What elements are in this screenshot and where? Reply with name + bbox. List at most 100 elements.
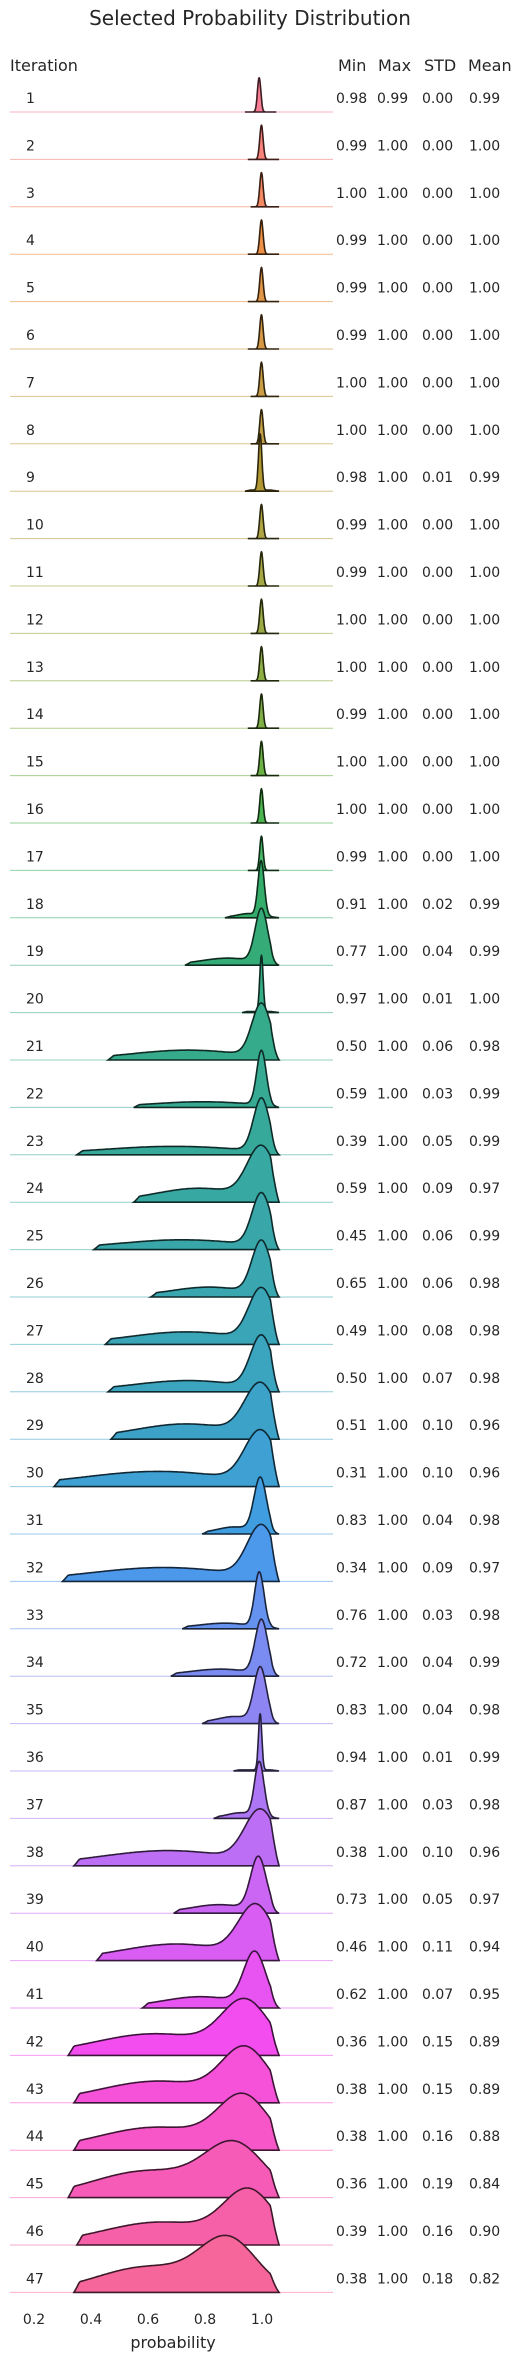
ridge-density — [66, 2139, 281, 2199]
std-value: 0.09 — [422, 1560, 453, 1576]
ridge-density — [247, 219, 280, 255]
max-value: 1.00 — [377, 565, 408, 581]
ridge-density — [170, 1618, 280, 1677]
iteration-label: 37 — [26, 1797, 44, 1813]
x-tick-label: 0.8 — [194, 2312, 216, 2328]
min-value: 1.00 — [336, 186, 367, 202]
iteration-label: 10 — [26, 518, 44, 534]
iteration-label: 42 — [26, 2034, 44, 2050]
iteration-label: 32 — [26, 1560, 44, 1576]
std-value: 0.10 — [422, 1466, 453, 1482]
mean-value: 0.95 — [469, 1987, 500, 2003]
iteration-label: 2 — [26, 138, 35, 154]
header-max: Max — [378, 56, 411, 75]
min-value: 0.99 — [336, 849, 367, 865]
mean-value: 0.82 — [469, 2271, 500, 2287]
mean-value: 1.00 — [469, 186, 500, 202]
std-value: 0.00 — [422, 328, 453, 344]
std-value: 0.05 — [422, 1892, 453, 1908]
iteration-label: 28 — [26, 1371, 44, 1387]
max-value: 1.00 — [377, 897, 408, 913]
max-value: 1.00 — [377, 138, 408, 154]
mean-value: 1.00 — [469, 138, 500, 154]
mean-value: 0.94 — [469, 1940, 500, 1956]
min-value: 0.72 — [336, 1655, 367, 1671]
iteration-label: 1 — [26, 91, 35, 107]
iteration-label: 31 — [26, 1513, 44, 1529]
iteration-label: 26 — [26, 1276, 44, 1292]
mean-value: 0.98 — [469, 1513, 500, 1529]
mean-value: 0.99 — [469, 944, 500, 960]
min-value: 0.59 — [336, 1086, 367, 1102]
std-value: 0.00 — [422, 375, 453, 391]
max-value: 1.00 — [377, 849, 408, 865]
max-value: 1.00 — [377, 2129, 408, 2145]
max-value: 1.00 — [377, 612, 408, 628]
mean-value: 0.98 — [469, 1276, 500, 1292]
std-value: 0.00 — [422, 660, 453, 676]
min-value: 0.38 — [336, 2082, 367, 2098]
std-value: 0.16 — [422, 2224, 453, 2240]
mean-value: 1.00 — [469, 565, 500, 581]
std-value: 0.00 — [422, 186, 453, 202]
std-value: 0.00 — [422, 518, 453, 534]
mean-value: 0.98 — [469, 1797, 500, 1813]
std-value: 0.16 — [422, 2129, 453, 2145]
iteration-label: 45 — [26, 2177, 44, 2193]
ridge-density — [131, 1144, 281, 1203]
max-value: 1.00 — [377, 1418, 408, 1434]
max-value: 1.00 — [377, 707, 408, 723]
ridge-density — [244, 433, 280, 492]
iteration-label: 14 — [26, 707, 44, 723]
mean-value: 0.89 — [469, 2034, 500, 2050]
iteration-label: 35 — [26, 1703, 44, 1719]
mean-value: 0.98 — [469, 1703, 500, 1719]
std-value: 0.00 — [422, 423, 453, 439]
max-value: 1.00 — [377, 1797, 408, 1813]
ridge-density — [181, 1570, 280, 1630]
rows-group: 1 0.98 0.99 0.00 0.99 2 0.99 1.00 0.00 1.00 3 1.00 1… — [26, 91, 500, 2287]
std-value: 0.00 — [422, 612, 453, 628]
mean-value: 1.00 — [469, 328, 500, 344]
iteration-label: 29 — [26, 1418, 44, 1434]
mean-value: 1.00 — [469, 423, 500, 439]
mean-value: 0.96 — [469, 1418, 500, 1434]
ridge-density — [250, 408, 280, 445]
max-value: 1.00 — [377, 1466, 408, 1482]
min-value: 0.98 — [336, 470, 367, 486]
min-value: 0.50 — [336, 1371, 367, 1387]
ridge-density — [250, 787, 280, 824]
iteration-label: 44 — [26, 2129, 44, 2145]
max-value: 1.00 — [377, 1987, 408, 2003]
max-value: 1.00 — [377, 992, 408, 1008]
std-value: 0.06 — [422, 1039, 453, 1055]
min-value: 0.38 — [336, 2271, 367, 2287]
max-value: 1.00 — [377, 186, 408, 202]
min-value: 1.00 — [336, 375, 367, 391]
min-value: 1.00 — [336, 423, 367, 439]
min-value: 0.83 — [336, 1703, 367, 1719]
ridge-density — [250, 598, 280, 635]
min-value: 0.51 — [336, 1418, 367, 1434]
ridge-density — [184, 907, 280, 966]
mean-value: 0.97 — [469, 1181, 500, 1197]
mean-value: 0.98 — [469, 1608, 500, 1624]
std-value: 0.04 — [422, 1655, 453, 1671]
ridge-density — [247, 124, 280, 161]
mean-value: 1.00 — [469, 992, 500, 1008]
min-value: 0.83 — [336, 1513, 367, 1529]
max-value: 1.00 — [377, 2224, 408, 2240]
std-value: 0.00 — [422, 755, 453, 771]
max-value: 1.00 — [377, 1371, 408, 1387]
mean-value: 0.84 — [469, 2177, 500, 2193]
min-value: 1.00 — [336, 755, 367, 771]
max-value: 1.00 — [377, 328, 408, 344]
ridge-density — [213, 1760, 280, 1820]
ridge-density — [201, 1665, 280, 1725]
header-mean: Mean — [468, 56, 512, 75]
iteration-label: 19 — [26, 944, 44, 960]
iteration-label: 17 — [26, 849, 44, 865]
mean-value: 1.00 — [469, 660, 500, 676]
max-value: 1.00 — [377, 2082, 408, 2098]
